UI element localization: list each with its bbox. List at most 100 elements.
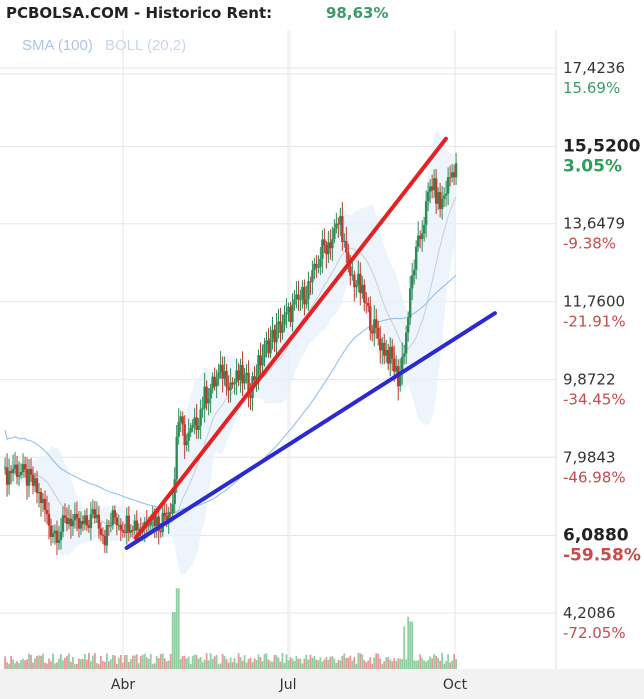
candle-body: [193, 417, 196, 425]
volume-bar: [8, 663, 10, 669]
volume-bar: [82, 658, 84, 669]
candle-body: [137, 528, 140, 531]
candle-body: [71, 520, 75, 527]
y-tick-label: 7,9843: [563, 448, 616, 466]
candle-body: [367, 303, 370, 307]
volume-bar: [129, 659, 132, 669]
candle-body: [57, 540, 61, 543]
volume-bar: [291, 658, 294, 669]
candle-body: [237, 370, 240, 381]
candle-body: [219, 364, 222, 373]
volume-bar: [277, 657, 280, 669]
candle-body: [99, 528, 103, 535]
volume-bar: [333, 658, 336, 669]
volume-bar: [32, 662, 34, 669]
candle-body: [259, 355, 262, 366]
candle-body: [408, 288, 412, 318]
volume-bar: [269, 661, 272, 669]
candle-body: [221, 364, 224, 379]
y-tick-label: 6,0880: [563, 525, 629, 545]
candle-body: [159, 530, 162, 533]
volume-bar: [40, 655, 42, 669]
candle-body: [75, 513, 79, 518]
volume-bar: [429, 656, 432, 669]
candle-body: [239, 365, 242, 381]
candle-body: [183, 424, 186, 446]
volume-bar: [233, 657, 236, 669]
volume-bar: [409, 621, 412, 669]
volume-bar: [141, 654, 144, 669]
candle-body: [175, 436, 178, 480]
candle-body: [25, 469, 29, 486]
volume-bar: [56, 662, 58, 669]
volume-bar: [345, 658, 348, 669]
candle-body: [105, 525, 109, 546]
volume-bar: [445, 660, 448, 669]
candle-body: [245, 372, 248, 375]
candle-body: [21, 464, 25, 473]
volume-bar: [229, 657, 232, 669]
candle-body: [41, 498, 45, 503]
volume-bar: [157, 658, 160, 669]
volume-bar: [207, 660, 210, 669]
volume-bar: [12, 659, 14, 669]
x-axis: Abr Jul Oct: [111, 677, 468, 693]
volume-bar: [14, 663, 16, 669]
volume-bar: [283, 662, 286, 669]
volume-bar: [28, 653, 30, 669]
candle-body: [153, 513, 156, 527]
volume-bar: [267, 659, 270, 669]
volume-bar: [66, 656, 68, 669]
volume-bar: [119, 654, 122, 669]
legend-sma: SMA (100): [22, 37, 93, 54]
volume-bar: [317, 660, 320, 669]
candle-body: [337, 223, 340, 225]
candle-body: [387, 349, 390, 364]
volume-bar: [367, 660, 370, 669]
candle-body: [303, 286, 306, 305]
candle-body: [311, 270, 314, 283]
volume-bar: [391, 661, 394, 669]
volume-bar: [185, 658, 188, 669]
volume-bar: [359, 653, 362, 669]
candle-body: [117, 524, 121, 526]
candle-body: [287, 306, 290, 312]
volume-bar: [175, 588, 178, 669]
volume-bar: [247, 658, 250, 669]
candle-body: [371, 330, 374, 334]
volume-bar: [351, 660, 354, 669]
volume-bar: [99, 655, 102, 669]
volume-bar: [259, 656, 262, 669]
candle-body: [215, 378, 218, 387]
volume-bar: [279, 661, 282, 669]
volume-bar: [441, 652, 444, 669]
candle-body: [339, 216, 342, 225]
candle-body: [81, 520, 85, 524]
candle-body: [363, 284, 366, 303]
volume-bar: [50, 661, 52, 669]
candle-body: [391, 346, 394, 359]
candle-body: [133, 520, 136, 531]
volume-bar: [299, 658, 302, 669]
volume-bar: [97, 664, 100, 669]
volume-bar: [387, 657, 390, 669]
candle-body: [253, 376, 256, 381]
volume-bar: [93, 653, 96, 669]
candle-body: [307, 281, 310, 300]
volume-bar: [217, 664, 220, 669]
candle-body: [315, 263, 318, 268]
volume-bar: [121, 662, 124, 669]
candle-body: [438, 192, 442, 209]
volume-bar: [265, 653, 268, 669]
volume-bar: [105, 653, 108, 669]
candle-body: [177, 421, 180, 437]
volume-bar: [153, 663, 156, 669]
volume-bar: [449, 662, 452, 669]
volume-bar: [46, 663, 48, 669]
volume-bar: [113, 655, 116, 669]
volume-bar: [401, 659, 404, 669]
candle-body: [213, 376, 216, 387]
volume-bar: [357, 652, 360, 669]
volume-bar: [245, 662, 248, 669]
